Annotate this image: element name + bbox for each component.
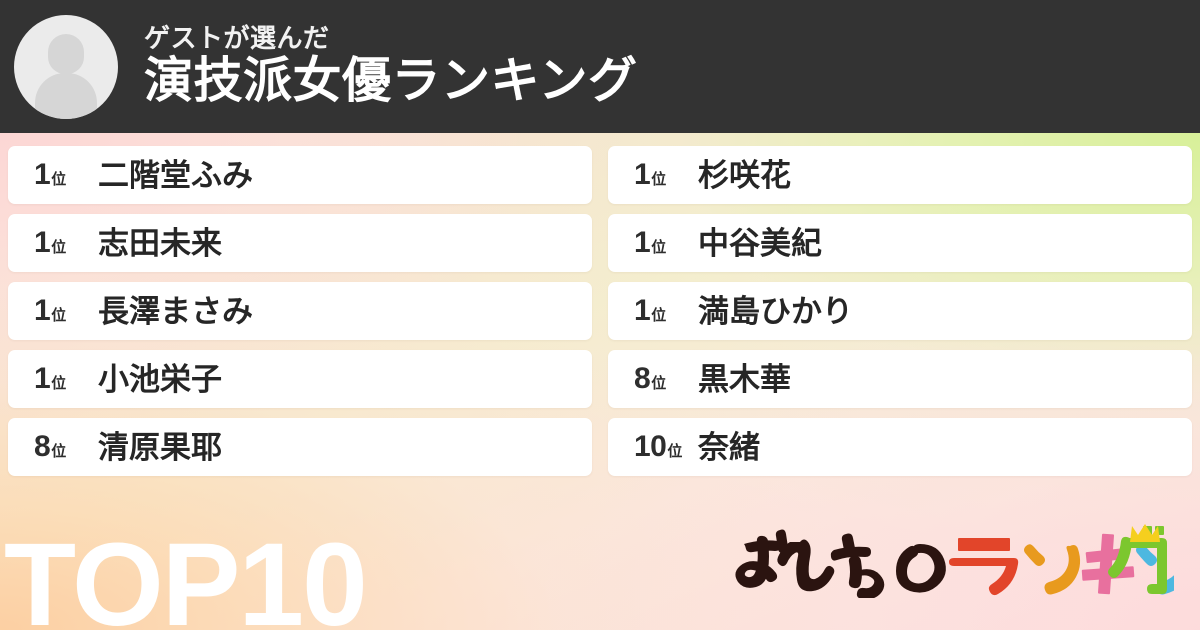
list-item-label: 杉咲花 — [698, 157, 791, 193]
rank-number: 1 — [634, 226, 651, 259]
rank-number: 1 — [34, 226, 51, 259]
minna-no-ranking-logo[interactable] — [734, 524, 1174, 598]
rank-number: 1 — [34, 294, 51, 327]
rank-number: 1 — [634, 294, 651, 327]
page-title: 演技派女優ランキング — [144, 54, 638, 109]
rank-unit: 位 — [667, 443, 683, 460]
header-text-block: ゲストが選んだ 演技派女優ランキング — [144, 24, 638, 109]
crown-icon — [1130, 524, 1160, 542]
list-item-label: 満島ひかり — [698, 293, 853, 329]
rank-number: 8 — [34, 430, 51, 463]
logo-char-n-orange — [1024, 544, 1081, 595]
rank-number: 1 — [634, 158, 651, 191]
list-item-label: 小池栄子 — [98, 361, 222, 397]
rank-badge: 1 位 — [34, 296, 90, 326]
rank-unit: 位 — [51, 239, 67, 256]
rank-badge: 1 位 — [634, 228, 690, 258]
rank-number: 10 — [634, 430, 667, 463]
rank-badge: 10 位 — [634, 432, 690, 462]
logo-text-minnano — [735, 529, 946, 598]
list-item[interactable]: 1 位 中谷美紀 — [608, 214, 1192, 272]
list-item[interactable]: 1 位 志田未来 — [8, 214, 592, 272]
rank-badge: 1 位 — [34, 160, 90, 190]
rank-badge: 8 位 — [634, 364, 690, 394]
list-item[interactable]: 1 位 長澤まさみ — [8, 282, 592, 340]
list-item-label: 中谷美紀 — [698, 225, 822, 261]
list-item-label: 奈緒 — [698, 429, 760, 465]
rank-unit: 位 — [51, 307, 67, 324]
rank-unit: 位 — [651, 171, 667, 188]
rank-badge: 1 位 — [34, 364, 90, 394]
avatar-body-shape — [35, 72, 97, 119]
rank-unit: 位 — [651, 239, 667, 256]
ranking-grid: 1 位 二階堂ふみ 1 位 杉咲花 1 位 志田未来 1 位 中谷美紀 — [8, 146, 1192, 476]
rank-badge: 1 位 — [634, 160, 690, 190]
rank-unit: 位 — [651, 375, 667, 392]
avatar-head-shape — [48, 33, 84, 74]
rank-number: 1 — [34, 362, 51, 395]
list-item[interactable]: 1 位 満島ひかり — [608, 282, 1192, 340]
rank-badge: 1 位 — [634, 296, 690, 326]
rank-unit: 位 — [51, 375, 67, 392]
list-item[interactable]: 8 位 黒木華 — [608, 350, 1192, 408]
page-subtitle: ゲストが選んだ — [144, 23, 330, 54]
list-item[interactable]: 10 位 奈緒 — [608, 418, 1192, 476]
rank-number: 8 — [634, 362, 651, 395]
list-item-label: 黒木華 — [698, 361, 791, 397]
user-avatar-icon — [14, 14, 118, 119]
rank-badge: 1 位 — [34, 228, 90, 258]
rank-number: 1 — [34, 158, 51, 191]
rank-unit: 位 — [51, 171, 67, 188]
list-item[interactable]: 1 位 二階堂ふみ — [8, 146, 592, 204]
rank-unit: 位 — [651, 307, 667, 324]
list-item-label: 清原果耶 — [98, 429, 222, 465]
logo-char-ra — [949, 538, 1019, 596]
list-item-label: 長澤まさみ — [98, 293, 253, 329]
list-item[interactable]: 1 位 杉咲花 — [608, 146, 1192, 204]
rank-badge: 8 位 — [34, 432, 90, 462]
list-item[interactable]: 8 位 清原果耶 — [8, 418, 592, 476]
list-item-label: 志田未来 — [98, 225, 222, 261]
list-item[interactable]: 1 位 小池栄子 — [8, 350, 592, 408]
top10-watermark: TOP10 — [4, 519, 368, 630]
list-item-label: 二階堂ふみ — [98, 157, 253, 193]
rank-unit: 位 — [51, 443, 67, 460]
page-header: ゲストが選んだ 演技派女優ランキング — [0, 0, 1200, 133]
